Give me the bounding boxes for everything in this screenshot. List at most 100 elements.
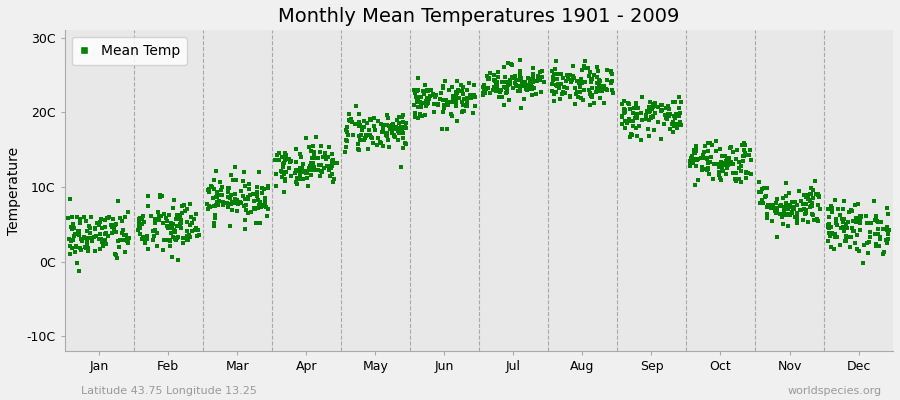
Point <box>719 164 733 170</box>
Point <box>711 169 725 175</box>
Point <box>646 112 661 119</box>
Point <box>869 243 884 249</box>
Point <box>710 160 724 167</box>
Point <box>120 232 134 238</box>
Point <box>408 110 422 116</box>
Point <box>617 109 632 115</box>
Point <box>238 202 253 208</box>
Point <box>606 90 620 96</box>
Point <box>133 225 148 231</box>
Point <box>338 143 353 150</box>
Point <box>599 86 614 92</box>
Point <box>272 157 286 164</box>
Point <box>440 100 454 106</box>
Point <box>836 216 850 222</box>
Point <box>760 204 774 210</box>
Point <box>284 158 298 164</box>
Point <box>870 226 885 232</box>
Point <box>594 85 608 92</box>
Point <box>850 200 865 207</box>
Point <box>374 140 388 146</box>
Point <box>796 217 811 223</box>
Point <box>302 144 316 150</box>
Point <box>511 77 526 83</box>
Point <box>80 245 94 252</box>
Point <box>277 178 292 184</box>
Point <box>109 220 123 227</box>
Point <box>513 70 527 76</box>
Point <box>207 203 221 210</box>
Point <box>505 75 519 81</box>
Point <box>354 132 368 138</box>
Point <box>734 167 748 174</box>
Point <box>375 129 390 135</box>
Point <box>658 112 672 118</box>
Point <box>804 190 818 197</box>
Point <box>244 209 258 215</box>
Point <box>407 101 421 108</box>
Point <box>577 65 591 72</box>
Point <box>860 219 874 226</box>
Point <box>302 167 316 174</box>
Point <box>70 229 85 235</box>
Point <box>269 171 284 178</box>
Point <box>413 104 428 110</box>
Point <box>138 240 152 246</box>
Point <box>179 228 194 234</box>
Point <box>277 150 292 156</box>
Point <box>105 230 120 237</box>
Point <box>327 176 341 182</box>
Title: Monthly Mean Temperatures 1901 - 2009: Monthly Mean Temperatures 1901 - 2009 <box>278 7 680 26</box>
Point <box>252 202 266 208</box>
Point <box>441 99 455 105</box>
Point <box>843 207 858 214</box>
Point <box>835 223 850 230</box>
Point <box>770 234 784 240</box>
Point <box>842 209 856 215</box>
Point <box>780 211 795 217</box>
Point <box>531 74 545 81</box>
Point <box>459 102 473 109</box>
Point <box>315 154 329 160</box>
Point <box>111 238 125 244</box>
Point <box>634 94 649 100</box>
Point <box>410 86 425 93</box>
Point <box>464 94 479 101</box>
Point <box>104 224 119 230</box>
Point <box>368 127 382 134</box>
Point <box>523 86 537 93</box>
Point <box>382 126 397 132</box>
Point <box>315 169 329 175</box>
Point <box>490 81 504 88</box>
Point <box>683 155 698 161</box>
Point <box>486 77 500 84</box>
Point <box>510 83 525 90</box>
Point <box>183 201 197 208</box>
Point <box>876 251 890 258</box>
Point <box>212 198 226 204</box>
Point <box>872 243 886 250</box>
Point <box>764 202 778 208</box>
Point <box>460 94 474 101</box>
Point <box>250 188 265 195</box>
Point <box>683 158 698 164</box>
Point <box>764 202 778 208</box>
Point <box>162 243 176 249</box>
Point <box>145 237 159 244</box>
Point <box>526 70 540 77</box>
Point <box>160 224 175 231</box>
Point <box>765 202 779 209</box>
Point <box>67 232 81 239</box>
Point <box>380 130 394 136</box>
Point <box>525 86 539 92</box>
Point <box>436 84 450 91</box>
Point <box>449 102 464 109</box>
Point <box>306 160 320 166</box>
Point <box>626 123 640 129</box>
Point <box>147 233 161 240</box>
Point <box>845 224 859 231</box>
Point <box>324 163 338 169</box>
Point <box>169 235 184 241</box>
Point <box>490 86 504 92</box>
Point <box>500 86 514 92</box>
